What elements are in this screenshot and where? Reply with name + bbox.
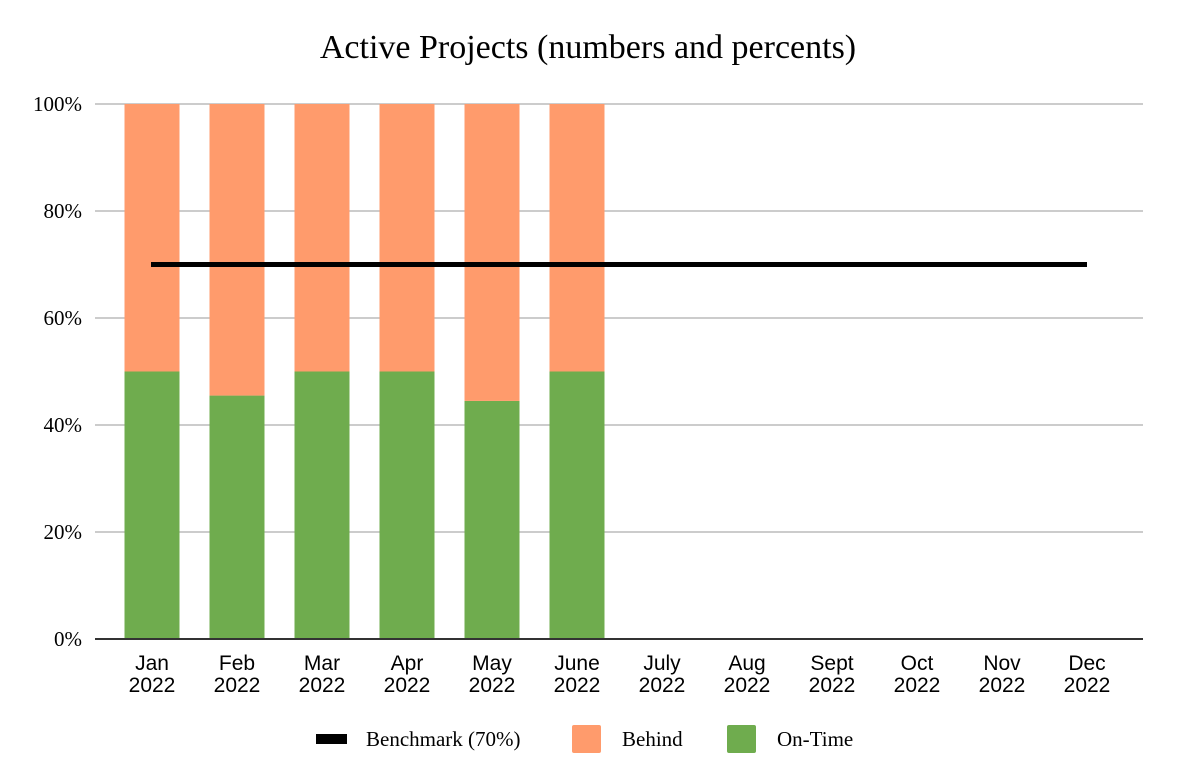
- legend-label-behind[interactable]: Behind: [622, 727, 683, 751]
- x-axis-tick-labels: Jan2022Feb2022Mar2022Apr2022May2022June2…: [129, 652, 1111, 697]
- x-tick-label-month: Mar: [304, 652, 340, 675]
- y-tick-label: 20%: [44, 520, 83, 544]
- bar-behind-feb[interactable]: [209, 104, 265, 396]
- gridlines: [95, 103, 1143, 533]
- x-tick-label-year: 2022: [299, 674, 346, 697]
- x-tick-label-month: Jan: [135, 652, 169, 675]
- bar-on-time-mar[interactable]: [294, 371, 350, 640]
- legend-swatch-behind[interactable]: [572, 725, 601, 753]
- x-tick-label-year: 2022: [1064, 674, 1111, 697]
- bar-behind-june[interactable]: [549, 104, 605, 372]
- x-tick-label-month: Dec: [1068, 652, 1105, 675]
- x-tick-label-month: Aug: [728, 652, 765, 675]
- legend-swatch-on-time[interactable]: [727, 725, 756, 753]
- legend-swatch-benchmark-70[interactable]: [316, 734, 347, 744]
- x-tick-label-year: 2022: [809, 674, 856, 697]
- x-tick-label-month: May: [472, 652, 512, 675]
- x-tick-label-month: Sept: [810, 652, 853, 675]
- x-tick-label-year: 2022: [384, 674, 431, 697]
- x-tick-label-month: Oct: [901, 652, 934, 675]
- bar-behind-mar[interactable]: [294, 104, 350, 372]
- x-tick-label-year: 2022: [554, 674, 601, 697]
- chart-title: Active Projects (numbers and percents): [320, 29, 856, 66]
- x-tick-label-month: Feb: [219, 652, 255, 675]
- bar-behind-may[interactable]: [464, 104, 520, 401]
- x-tick-label-year: 2022: [129, 674, 176, 697]
- y-tick-label: 60%: [44, 306, 83, 330]
- bars: [124, 104, 605, 640]
- bar-behind-jan[interactable]: [124, 104, 180, 372]
- x-tick-label-year: 2022: [724, 674, 771, 697]
- x-tick-label-year: 2022: [214, 674, 261, 697]
- legend-label-on-time[interactable]: On-Time: [777, 727, 853, 751]
- bar-on-time-feb[interactable]: [209, 395, 265, 639]
- bar-on-time-jan[interactable]: [124, 371, 180, 640]
- y-tick-label: 40%: [44, 413, 83, 437]
- legend[interactable]: Benchmark (70%) Behind On-Time: [316, 725, 853, 753]
- bar-on-time-june[interactable]: [549, 371, 605, 640]
- x-tick-label-month: July: [643, 652, 681, 675]
- y-axis-tick-labels: 0% 20% 40% 60% 80% 100%: [33, 92, 82, 651]
- legend-label-benchmark-70[interactable]: Benchmark (70%): [366, 727, 521, 751]
- y-tick-label: 100%: [33, 92, 82, 116]
- x-tick-label-month: Apr: [391, 652, 424, 675]
- x-tick-label-month: June: [554, 652, 600, 675]
- bar-on-time-apr[interactable]: [379, 371, 435, 640]
- x-tick-label-year: 2022: [639, 674, 686, 697]
- x-tick-label-year: 2022: [469, 674, 516, 697]
- bar-on-time-may[interactable]: [464, 400, 520, 639]
- y-tick-label: 0%: [54, 627, 82, 651]
- y-tick-label: 80%: [44, 199, 83, 223]
- x-tick-label-year: 2022: [894, 674, 941, 697]
- x-tick-label-month: Nov: [983, 652, 1021, 675]
- bar-behind-apr[interactable]: [379, 104, 435, 372]
- x-tick-label-year: 2022: [979, 674, 1026, 697]
